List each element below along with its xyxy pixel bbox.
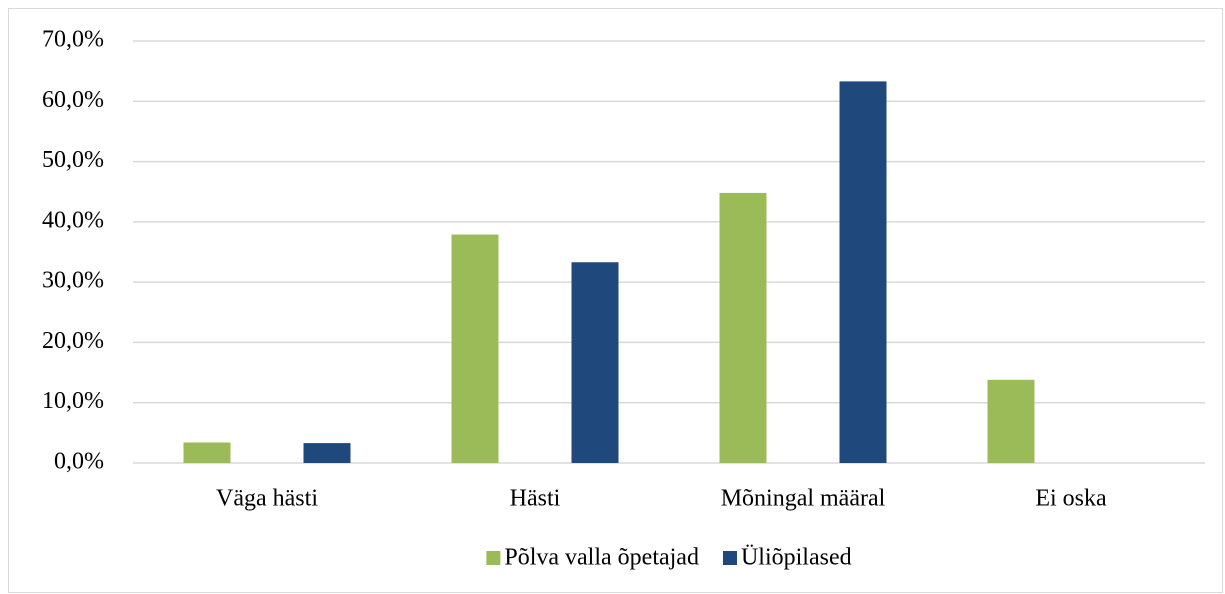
- bar: [303, 443, 351, 463]
- y-tick-label: 40,0%: [42, 207, 104, 233]
- y-tick-label: 60,0%: [42, 87, 104, 113]
- x-tick-label: Väga hästi: [216, 486, 318, 512]
- y-tick-label: 50,0%: [42, 147, 104, 173]
- bar: [987, 379, 1035, 463]
- bar: [183, 442, 231, 463]
- y-tick-label: 0,0%: [54, 449, 104, 475]
- legend-swatch: [722, 551, 737, 565]
- bar: [839, 81, 887, 464]
- y-tick-label: 10,0%: [42, 388, 104, 414]
- x-tick-label: Mõningal määral: [721, 486, 886, 512]
- y-tick-label: 30,0%: [42, 268, 104, 294]
- bar: [719, 192, 767, 464]
- bar: [571, 262, 619, 463]
- legend-label: Põlva valla õpetajad: [504, 545, 699, 571]
- y-tick-label: 20,0%: [42, 328, 104, 354]
- legend-swatch: [486, 551, 501, 565]
- x-tick-label: Ei oska: [1035, 486, 1107, 512]
- y-tick-label: 70,0%: [42, 27, 104, 53]
- legend-label: Üliõpilased: [741, 545, 852, 571]
- bar: [451, 234, 499, 463]
- x-tick-label: Hästi: [510, 486, 561, 512]
